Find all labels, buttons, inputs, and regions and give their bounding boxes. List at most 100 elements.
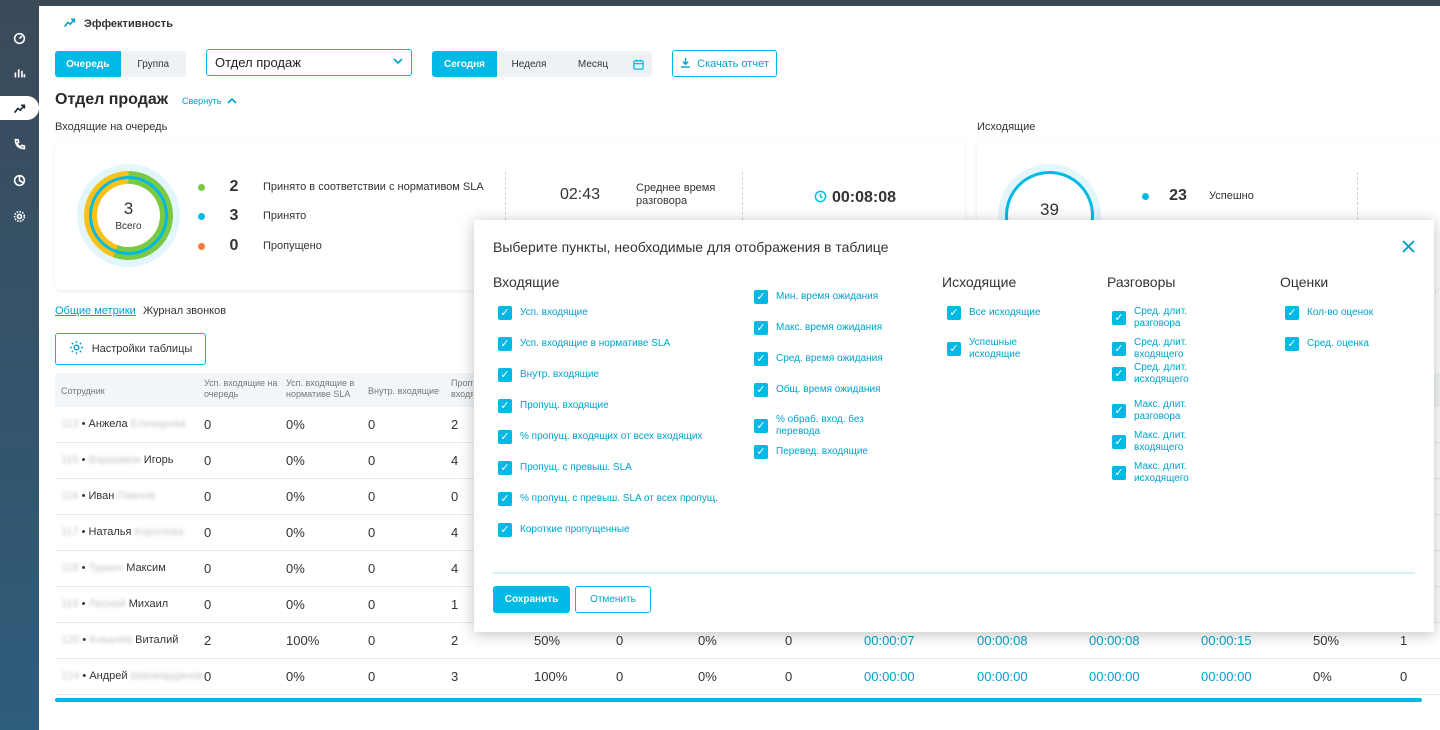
tab-queue[interactable]: Очередь: [55, 51, 121, 77]
checkbox-label: Успешные исходящие: [969, 337, 1021, 360]
checkmark-icon[interactable]: ✓: [1112, 311, 1126, 325]
checkmark-icon[interactable]: ✓: [754, 383, 768, 397]
checkmark-icon[interactable]: ✓: [754, 352, 768, 366]
checkmark-icon[interactable]: ✓: [498, 523, 512, 537]
checkmark-icon[interactable]: ✓: [1112, 466, 1126, 480]
checkmark-icon[interactable]: ✓: [754, 321, 768, 335]
checkmark-icon[interactable]: ✓: [498, 368, 512, 382]
divider: [505, 172, 506, 220]
column-checkbox[interactable]: ✓ Пропущ. с превыш. SLA: [498, 461, 632, 475]
calendar-icon[interactable]: [625, 51, 652, 77]
column-checkbox[interactable]: ✓ Сред. длит. исходящего: [1112, 362, 1224, 386]
column-checkbox[interactable]: ✓ Макс. длит. разговора: [1112, 399, 1224, 423]
column-header[interactable]: Усп. входящие на очередь: [204, 378, 278, 399]
column-checkbox[interactable]: ✓ Макс. длит. исходящего: [1112, 461, 1224, 485]
bar-chart-icon[interactable]: [0, 60, 39, 84]
checkmark-icon[interactable]: ✓: [498, 399, 512, 413]
table-row[interactable]: 120 • Ковалёв Виталий 2 100% 0 2 50% 0 0% 0 00:00…: [55, 623, 1440, 659]
checkmark-icon[interactable]: ✓: [498, 306, 512, 320]
table-cell: 1: [451, 597, 459, 612]
column-checkbox[interactable]: ✓ Сред. длит. входящего: [1112, 337, 1224, 361]
checkbox-label: Сред. длит. входящего: [1134, 337, 1188, 360]
column-checkbox[interactable]: ✓ Усп. входящие в нормативе SLA: [498, 337, 670, 351]
queue-select[interactable]: Отдел продаж: [206, 49, 412, 76]
separator: •: [78, 418, 89, 430]
outgoing-total-value: 39: [1040, 200, 1059, 219]
column-header[interactable]: Внутр. входящие: [368, 386, 440, 396]
table-cell: 2: [451, 633, 459, 648]
stat-value: 23: [1169, 187, 1187, 204]
download-report-button[interactable]: Скачать отчет: [672, 50, 777, 77]
column-checkbox[interactable]: ✓ Все исходящие: [947, 306, 1040, 320]
column-checkbox[interactable]: ✓ % пропущ. входящих от всех входящих: [498, 430, 702, 444]
table-cell: 0: [204, 561, 212, 576]
checkmark-icon[interactable]: ✓: [498, 461, 512, 475]
column-checkbox[interactable]: ✓ Перевед. входящие: [754, 445, 868, 459]
collapse-link[interactable]: Свернуть: [182, 96, 238, 106]
table-cell: 00:00:08: [977, 633, 1028, 648]
checkmark-icon[interactable]: ✓: [1112, 435, 1126, 449]
checkbox-label: Сред. время ожидания: [776, 353, 883, 364]
column-checkbox[interactable]: ✓ Кол-во оценок: [1285, 306, 1373, 320]
pie-chart-icon[interactable]: [0, 168, 39, 192]
modal-title: Выберите пункты, необходимые для отображ…: [493, 239, 889, 255]
checkmark-icon[interactable]: ✓: [947, 342, 961, 356]
separator: •: [78, 454, 89, 466]
column-checkbox[interactable]: ✓ Внутр. входящие: [498, 368, 599, 382]
column-checkbox[interactable]: ✓ Усп. входящие: [498, 306, 588, 320]
column-checkbox[interactable]: ✓ Успешные исходящие: [947, 337, 1049, 361]
tab-month[interactable]: Месяц: [577, 58, 609, 70]
checkmark-icon[interactable]: ✓: [1112, 404, 1126, 418]
checkmark-icon[interactable]: ✓: [754, 445, 768, 459]
gauge-icon[interactable]: [0, 26, 39, 50]
trend-up-icon[interactable]: [0, 96, 39, 120]
checkmark-icon[interactable]: ✓: [1112, 342, 1126, 356]
column-checkbox[interactable]: ✓ Пропущ. входящие: [498, 399, 609, 413]
checkmark-icon[interactable]: ✓: [498, 430, 512, 444]
cancel-button[interactable]: Отменить: [575, 586, 651, 613]
column-header[interactable]: Сотрудник: [61, 386, 105, 396]
column-header[interactable]: Пропу… входя…: [451, 378, 473, 399]
column-checkbox[interactable]: ✓ Сред. длит. разговора: [1112, 306, 1224, 330]
tab-call-log[interactable]: Журнал звонков: [143, 305, 227, 317]
tab-group[interactable]: Группа: [137, 58, 170, 70]
save-button[interactable]: Сохранить: [493, 586, 570, 613]
column-header[interactable]: Усп. входящие в нормативе SLA: [286, 378, 355, 399]
column-checkbox[interactable]: ✓ Макс. длит. входящего: [1112, 430, 1224, 454]
checkmark-icon[interactable]: ✓: [947, 306, 961, 320]
column-checkbox[interactable]: ✓ Сред. время ожидания: [754, 352, 883, 366]
table-settings-button[interactable]: Настройки таблицы: [55, 333, 206, 365]
column-checkbox[interactable]: ✓ Макс. время ожидания: [754, 321, 882, 335]
column-checkbox[interactable]: ✓ % обраб. вход. без перевода: [754, 414, 886, 438]
checkmark-icon[interactable]: ✓: [1285, 337, 1299, 351]
column-checkbox[interactable]: ✓ Сред. оценка: [1285, 337, 1369, 351]
settings-gear-icon[interactable]: [0, 204, 39, 228]
table-cell: 0: [785, 669, 793, 684]
column-checkbox[interactable]: ✓ Короткие пропущенные: [498, 523, 630, 537]
checkmark-icon[interactable]: ✓: [754, 290, 768, 304]
column-checkbox[interactable]: ✓ Общ. время ожидания: [754, 383, 880, 397]
checkmark-icon[interactable]: ✓: [1112, 367, 1126, 381]
employee-extension: 116: [61, 490, 79, 502]
table-cell: 0%: [286, 597, 305, 612]
checkmark-icon[interactable]: ✓: [754, 419, 768, 433]
tab-general-metrics[interactable]: Общие метрики: [55, 305, 136, 317]
tab-today[interactable]: Сегодня: [432, 51, 497, 77]
close-icon[interactable]: [1402, 237, 1415, 258]
phone-icon[interactable]: [0, 132, 39, 156]
column-checkbox[interactable]: ✓ Мин. время ожидания: [754, 290, 878, 304]
horizontal-scrollbar[interactable]: [55, 698, 1422, 702]
table-cell: 0%: [286, 417, 305, 432]
checkbox-label: Сред. длит. исходящего: [1134, 362, 1189, 385]
tab-week[interactable]: Неделя: [511, 58, 547, 70]
employee-name: 120 • Ковалёв Виталий: [61, 634, 178, 646]
checkmark-icon[interactable]: ✓: [1285, 306, 1299, 320]
table-cell: 0: [616, 633, 624, 648]
checkmark-icon[interactable]: ✓: [498, 492, 512, 506]
table-row[interactable]: 124 • Андрей Шахмарданов 0 0% 0 3 100% 0 0% 0 00:…: [55, 659, 1440, 695]
employee-last-name: Павлов: [117, 490, 156, 502]
checkmark-icon[interactable]: ✓: [498, 337, 512, 351]
column-checkbox[interactable]: ✓ % пропущ. с превыш. SLA от всех пропущ.: [498, 492, 718, 506]
table-cell: 0: [368, 489, 376, 504]
incoming-total-value: 3: [123, 199, 134, 218]
